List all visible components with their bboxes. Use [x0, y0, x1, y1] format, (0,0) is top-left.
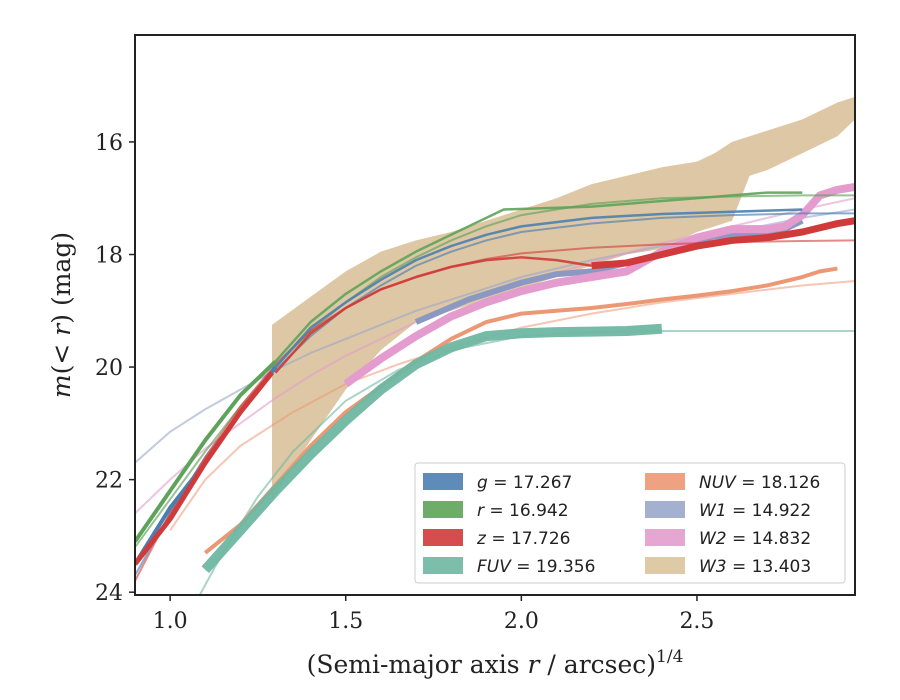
legend-label-w3: W3 = 13.403 [699, 557, 811, 577]
x-tick-label: 2.5 [679, 609, 714, 634]
legend-swatch-z [423, 529, 463, 546]
legend-label-z: z = 17.726 [476, 529, 570, 549]
series-line-fuv-8 [201, 323, 663, 574]
legend-swatch-r [423, 501, 463, 518]
series-line-g-15 [274, 208, 803, 368]
legend-label-r: r = 16.942 [477, 501, 569, 521]
legend-swatch-nuv [645, 473, 685, 490]
series-line-r-16 [274, 191, 803, 363]
legend-label-w1: W1 = 14.922 [699, 501, 811, 521]
y-tick-label: 22 [95, 469, 123, 494]
legend-swatch-g [423, 473, 463, 490]
series-line-z-18 [591, 217, 855, 270]
series-layer [135, 96, 855, 595]
x-tick-label: 1.5 [328, 609, 363, 634]
legend-label-w2: W2 = 14.832 [699, 529, 811, 549]
y-tick-label: 20 [95, 356, 123, 381]
legend-swatch-fuv [423, 557, 463, 574]
y-tick-label: 18 [95, 243, 123, 268]
legend: g = 17.267 r = 16.942 z = 17.726 FUV = 19.3… [414, 462, 846, 584]
y-tick-label: 16 [95, 131, 123, 156]
y-tick-label: 24 [95, 581, 123, 606]
x-axis-label: (Semi-major axis r / arcsec)1/4 [307, 647, 684, 679]
y-axis-label: m(< r) (mag) [47, 232, 76, 398]
legend-label-g: g = 17.267 [477, 473, 572, 493]
series-line-z-17 [274, 256, 592, 374]
tick-layer: 1.0 1.5 2.0 2.5 16 18 20 22 24 [95, 131, 714, 634]
x-tick-label: 2.0 [504, 609, 539, 634]
series-line-z-14 [135, 371, 274, 566]
plot-frame [134, 34, 856, 596]
legend-frame [414, 462, 846, 584]
x-tick-label: 1.0 [153, 609, 188, 634]
legend-swatch-w2 [645, 529, 685, 546]
series-line-r-13 [135, 359, 277, 543]
legend-label-fuv: FUV = 19.356 [477, 557, 595, 577]
legend-swatch-w3 [645, 557, 685, 574]
series-line-nuv-7 [203, 266, 838, 555]
legend-swatch-w1 [645, 501, 685, 518]
legend-label-nuv: NUV = 18.126 [699, 473, 820, 493]
series-line-r-fit-10 [135, 194, 855, 548]
